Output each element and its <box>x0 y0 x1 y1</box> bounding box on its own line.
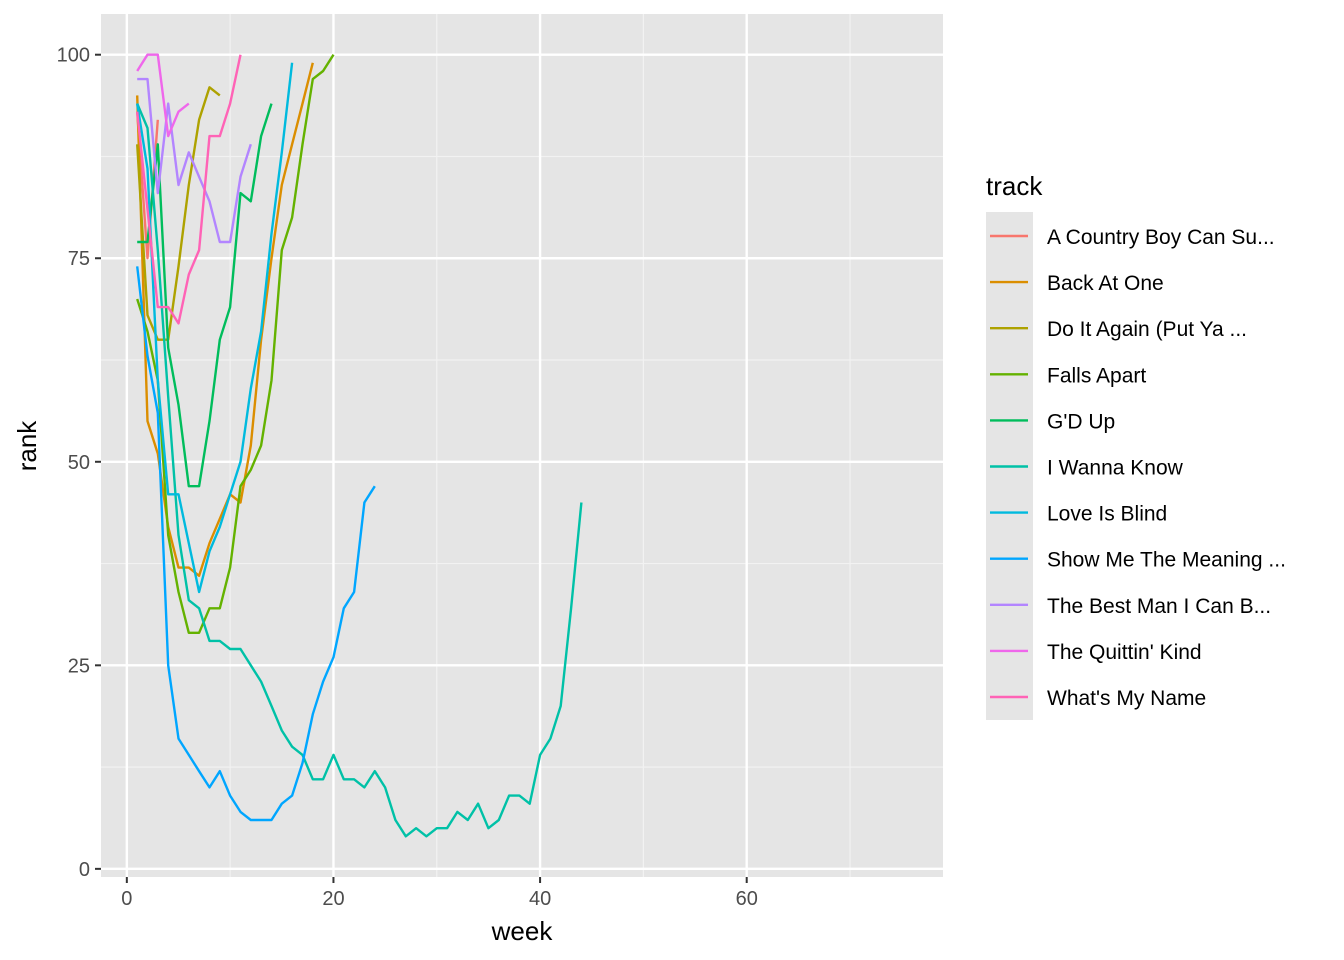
series-line <box>136 53 190 138</box>
y-tick-label: 0 <box>79 859 90 881</box>
y-tick-label: 50 <box>68 452 90 474</box>
series-line <box>137 77 252 244</box>
series-line <box>136 54 242 325</box>
y-tick-label: 25 <box>68 655 90 677</box>
legend-label: Back At One <box>1047 272 1164 295</box>
legend-label: Show Me The Meaning ... <box>1047 549 1286 572</box>
x-axis-title: week <box>491 916 554 946</box>
y-tick-label: 75 <box>68 248 90 270</box>
axis-ticks <box>95 53 748 883</box>
series-line <box>136 103 583 838</box>
minor-gridlines <box>101 14 943 877</box>
legend-label: I Wanna Know <box>1047 457 1184 480</box>
panel-background <box>101 14 943 877</box>
x-tick-labels: 0 20 40 60 <box>121 888 758 910</box>
series-line <box>136 62 294 594</box>
x-tick-label: 40 <box>529 888 551 910</box>
legend-label: What's My Name <box>1047 687 1206 710</box>
x-tick-label: 0 <box>121 888 132 910</box>
legend-label: Falls Apart <box>1047 364 1146 387</box>
x-tick-label: 60 <box>736 888 758 910</box>
legend-label: The Best Man I Can B... <box>1047 595 1271 618</box>
legend-label: Love Is Blind <box>1047 503 1167 526</box>
legend-items: A Country Boy Can Su... Back At One Do It … <box>990 226 1286 710</box>
legend-title: track <box>986 171 1043 201</box>
legend: track A Country Boy Can Su... Back At One… <box>986 171 1286 720</box>
legend-label: A Country Boy Can Su... <box>1047 226 1275 249</box>
y-axis-title: rank <box>12 420 42 472</box>
y-tick-label: 100 <box>57 45 90 67</box>
x-tick-label: 20 <box>322 888 344 910</box>
series-lines <box>136 53 583 838</box>
legend-label: Do It Again (Put Ya ... <box>1047 318 1247 341</box>
legend-label: G'D Up <box>1047 410 1115 433</box>
legend-label: The Quittin' Kind <box>1047 641 1202 664</box>
major-gridlines <box>101 14 943 877</box>
series-line <box>136 54 335 634</box>
series-line <box>136 266 376 822</box>
y-tick-labels: 0 25 50 75 100 <box>57 45 90 881</box>
series-line <box>136 86 221 341</box>
